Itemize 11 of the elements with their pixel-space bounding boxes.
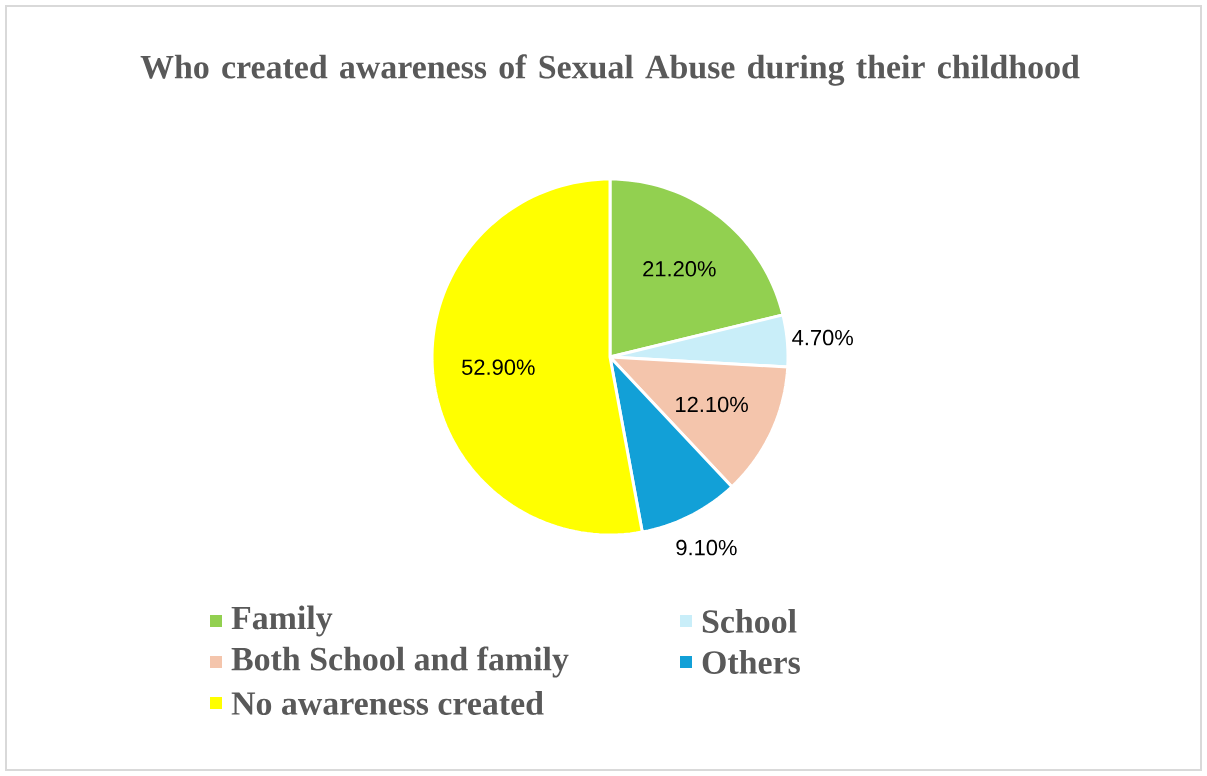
data-label: 21.20% (643, 261, 716, 277)
data-label: 4.70% (792, 329, 853, 346)
legend-label: School (702, 609, 797, 633)
chart-title: Who created awareness of Sexual Abuse during their childhood (140, 54, 1080, 86)
legend-label: Both School and family (231, 646, 569, 678)
data-label: 52.90% (462, 359, 535, 375)
data-label: 9.10% (676, 539, 737, 556)
legend-label: No awareness created (231, 691, 544, 715)
data-label: 12.10% (676, 396, 748, 413)
legend-label: Others (702, 650, 800, 674)
legend-label: Family (231, 605, 333, 637)
